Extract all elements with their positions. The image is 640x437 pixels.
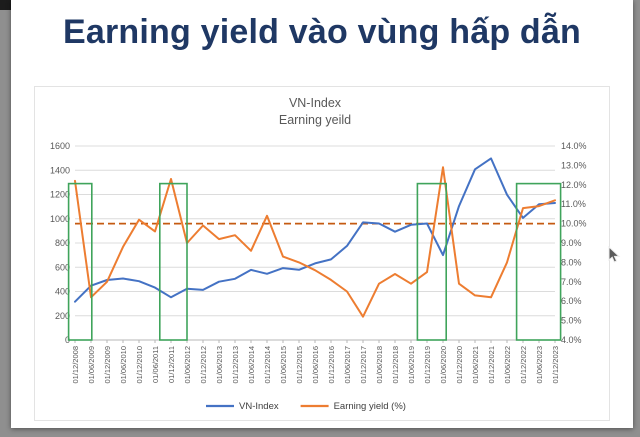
svg-text:01/12/2018: 01/12/2018	[391, 346, 400, 384]
svg-text:01/06/2020: 01/06/2020	[439, 346, 448, 384]
svg-text:01/06/2022: 01/06/2022	[503, 346, 512, 384]
svg-text:1400: 1400	[50, 165, 70, 175]
svg-text:01/12/2009: 01/12/2009	[103, 346, 112, 384]
svg-text:10.0%: 10.0%	[561, 219, 587, 229]
svg-text:01/12/2016: 01/12/2016	[327, 346, 336, 384]
svg-text:200: 200	[55, 311, 70, 321]
slide: Earning yield vào vùng hấp dẫn VN-Index E…	[11, 0, 633, 428]
svg-text:01/06/2009: 01/06/2009	[87, 346, 96, 384]
svg-text:12.0%: 12.0%	[561, 180, 587, 190]
svg-text:01/06/2014: 01/06/2014	[247, 346, 256, 384]
svg-text:01/12/2015: 01/12/2015	[295, 346, 304, 384]
svg-text:6.0%: 6.0%	[561, 296, 582, 306]
chart-frame: VN-Index Earning yeild 0 200 400 600 800 1000 12…	[34, 86, 610, 421]
svg-text:01/12/2012: 01/12/2012	[199, 346, 208, 384]
svg-text:13.0%: 13.0%	[561, 160, 587, 170]
svg-text:01/12/2010: 01/12/2010	[135, 346, 144, 384]
svg-text:01/12/2011: 01/12/2011	[167, 346, 176, 383]
svg-text:1200: 1200	[50, 190, 70, 200]
svg-text:01/06/2016: 01/06/2016	[311, 346, 320, 384]
svg-text:01/12/2020: 01/12/2020	[455, 346, 464, 384]
svg-text:01/06/2011: 01/06/2011	[151, 346, 160, 383]
svg-text:14.0%: 14.0%	[561, 141, 587, 151]
svg-text:01/06/2013: 01/06/2013	[215, 346, 224, 384]
svg-text:01/12/2021: 01/12/2021	[487, 346, 496, 384]
svg-text:01/06/2021: 01/06/2021	[471, 346, 480, 384]
svg-text:1600: 1600	[50, 141, 70, 151]
svg-text:01/12/2022: 01/12/2022	[519, 346, 528, 384]
svg-text:1000: 1000	[50, 214, 70, 224]
svg-text:01/06/2010: 01/06/2010	[119, 346, 128, 384]
svg-text:01/12/2019: 01/12/2019	[423, 346, 432, 384]
svg-text:01/12/2013: 01/12/2013	[231, 346, 240, 384]
mouse-cursor	[608, 246, 621, 263]
svg-text:01/06/2018: 01/06/2018	[375, 346, 384, 384]
vnindex-earning-yield-chart: VN-Index Earning yeild 0 200 400 600 800 1000 12…	[50, 96, 587, 412]
svg-text:Earning yeild: Earning yeild	[279, 113, 351, 127]
svg-text:7.0%: 7.0%	[561, 277, 582, 287]
svg-text:01/06/2023: 01/06/2023	[535, 346, 544, 384]
svg-text:8.0%: 8.0%	[561, 257, 582, 267]
svg-text:01/06/2017: 01/06/2017	[343, 346, 352, 384]
svg-text:9.0%: 9.0%	[561, 238, 582, 248]
svg-text:400: 400	[55, 287, 70, 297]
svg-text:01/06/2015: 01/06/2015	[279, 346, 288, 384]
slide-title: Earning yield vào vùng hấp dẫn	[63, 13, 581, 51]
svg-text:Earning yield (%): Earning yield (%)	[334, 401, 406, 412]
svg-text:800: 800	[55, 238, 70, 248]
svg-text:4.0%: 4.0%	[561, 335, 582, 345]
svg-text:01/12/2008: 01/12/2008	[71, 346, 80, 384]
svg-text:11.0%: 11.0%	[561, 199, 586, 209]
svg-text:VN-Index: VN-Index	[239, 401, 279, 412]
svg-text:01/12/2017: 01/12/2017	[359, 346, 368, 384]
svg-text:01/12/2014: 01/12/2014	[263, 346, 272, 384]
svg-text:0: 0	[65, 335, 70, 345]
svg-text:01/06/2012: 01/06/2012	[183, 346, 192, 384]
svg-text:VN-Index: VN-Index	[289, 96, 342, 110]
svg-text:01/12/2023: 01/12/2023	[551, 346, 560, 384]
svg-text:01/06/2019: 01/06/2019	[407, 346, 416, 384]
svg-text:600: 600	[55, 262, 70, 272]
svg-text:5.0%: 5.0%	[561, 316, 582, 326]
letterbox-corner	[0, 0, 11, 10]
